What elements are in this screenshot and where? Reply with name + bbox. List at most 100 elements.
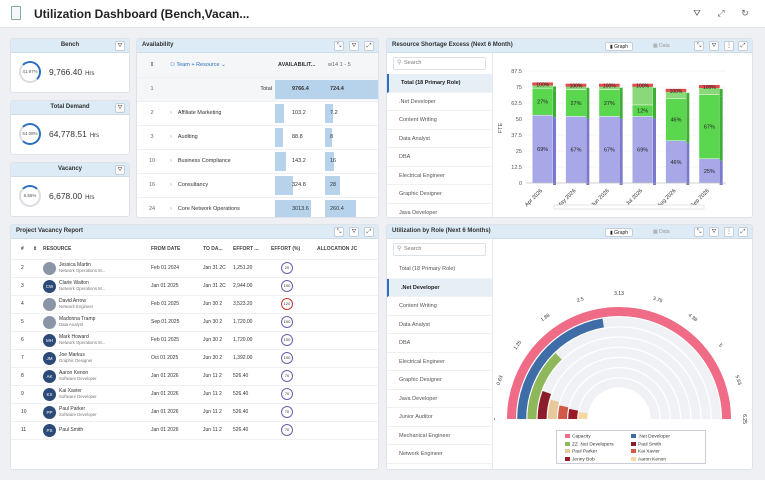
role-list-item[interactable]: Electrical Engineer [387, 353, 492, 371]
refresh-icon[interactable]: ↻ [741, 8, 749, 18]
table-row[interactable]: 7 JM Joe Markus Graphic Designer Oct 01 2025… [11, 349, 378, 368]
table-row[interactable]: 10 › Business Compliance 143.2 16 [137, 149, 378, 174]
legend-item[interactable]: ZZ .Net Developers [565, 441, 614, 447]
more-icon[interactable]: ⋮ [724, 227, 734, 237]
w14-bar [325, 175, 340, 195]
expand-row-icon[interactable]: › [170, 206, 172, 212]
expand-row-icon[interactable]: › [170, 134, 172, 140]
role-list-item[interactable]: Total (18 Primary Role) [387, 260, 492, 279]
role-list-item[interactable]: Graphic Designer [387, 185, 492, 204]
effort-ring: 100 [281, 280, 293, 292]
col-w14[interactable]: w14 1 - 5 [325, 53, 378, 78]
table-row[interactable]: 10 PP Paul Parker Software Developer Jan 01 … [11, 403, 378, 422]
fullscreen-icon[interactable]: ⤢ [364, 41, 374, 51]
legend-item[interactable]: .Net Developer [631, 434, 670, 439]
utilization-search-input[interactable]: Search [393, 243, 486, 256]
filter-icon[interactable]: ⛛ [709, 41, 719, 51]
role-list-item[interactable]: Mechanical Engineer [387, 427, 492, 445]
expand-icon[interactable]: ⤡ [694, 41, 704, 51]
role-list-item[interactable]: Data Analyst [387, 130, 492, 148]
table-row[interactable]: 4 David Arrow Network Engineer Feb 01 2025 J… [11, 295, 378, 314]
filter-icon[interactable]: ⛛ [349, 41, 359, 51]
role-list-item[interactable]: Content Writing [387, 111, 492, 130]
table-row[interactable]: 8 AK Aaron Kenon Software Developer Jan 01 2… [11, 367, 378, 386]
filter-icon[interactable]: ⛛ [349, 227, 359, 237]
table-row[interactable]: 11 PS Paul Smith Jan 01 2026 Jun 11 2 526.40 7… [11, 421, 378, 440]
role-list-item[interactable]: Java Developer [387, 204, 492, 218]
graph-toggle[interactable]: ▮ Graph [605, 228, 634, 237]
col-to-date[interactable]: TO DA... [201, 239, 231, 260]
filter-icon[interactable]: ⛛ [115, 165, 125, 175]
expand-row-icon[interactable]: › [170, 182, 172, 188]
graph-toggle[interactable]: ▮ Graph [605, 42, 634, 51]
col-allocation[interactable]: ALLOCATION JC [315, 239, 378, 260]
filter-icon[interactable]: ⛛ [709, 227, 719, 237]
legend-item[interactable]: Capacity [565, 434, 591, 439]
expand-icon[interactable]: ⤡ [334, 227, 344, 237]
legend-item[interactable]: Jenny Bob [565, 456, 595, 462]
more-icon[interactable]: ⋮ [724, 41, 734, 51]
kpi-demand-header: Total Demand ⛛ [11, 101, 129, 115]
col-effort-hrs[interactable]: EFFORT ... [231, 239, 269, 260]
to-date: Jun 11 2 [201, 385, 231, 404]
shortage-bar-chart: 0 12.5 25 37.5 50 62.5 75 87.5 FTE 69% 27% 100% Apr … [498, 69, 726, 209]
col-availability[interactable]: AVAILABILIT... [275, 53, 325, 78]
effort-hours: 1,720.00 [231, 331, 269, 350]
role-list-item[interactable]: Data Analyst [387, 316, 492, 334]
row-name-cell: › Core Network Operations [167, 197, 275, 217]
table-row[interactable]: 1 Total 9766.4 724.4 [137, 77, 378, 102]
table-row[interactable]: 3 CW Clarie Walton Network Operations M... J… [11, 277, 378, 296]
sort-icon[interactable]: ⇕ [31, 239, 41, 260]
col-from-date[interactable]: FROM DATE [149, 239, 201, 260]
shortage-search-input[interactable]: Search [393, 57, 486, 70]
legend-item[interactable]: Aaron Kenon [631, 456, 666, 462]
role-list-item[interactable]: Network Engineer [387, 445, 492, 464]
sort-icon[interactable]: ⇕ [137, 53, 167, 78]
resource-cell: JM Joe Markus Graphic Designer [41, 349, 149, 368]
role-list-item[interactable]: DBA [387, 148, 492, 167]
role-list-item[interactable]: Graphic Designer [387, 371, 492, 390]
data-toggle[interactable]: ▦ Data [653, 43, 670, 49]
bar-side [553, 117, 556, 185]
filter-icon[interactable]: ⛛ [115, 103, 125, 113]
role-list-item[interactable]: Content Writing [387, 297, 492, 316]
expand-icon[interactable]: ⤡ [694, 227, 704, 237]
table-row[interactable]: 3 › Auditing 88.8 8 [137, 125, 378, 150]
table-row[interactable]: 24 › Core Network Operations 3013.6 260.4 [137, 197, 378, 217]
legend-item[interactable]: Paul Smith [631, 441, 661, 447]
expand-row-icon[interactable]: › [170, 158, 172, 164]
table-row[interactable]: 2 Jessica Martin Network Operations M... Fe… [11, 259, 378, 278]
table-row[interactable]: 16 › Consultancy 324.8 28 [137, 173, 378, 198]
table-row[interactable]: 5 Madonna Tramp Data Analyst Sep 01 2025 Jun… [11, 313, 378, 332]
role-list-item[interactable]: .Net Developer [387, 93, 492, 111]
group-selector[interactable]: ⚇ Team + Resource ⌄ [167, 53, 275, 78]
allocation-cell [315, 331, 378, 350]
expand-icon[interactable]: ⤡ [334, 41, 344, 51]
expand-row-icon[interactable]: › [170, 110, 172, 116]
filter-icon[interactable]: ⛛ [693, 8, 701, 18]
table-row[interactable]: 9 KX Kai Xavier Software Developer Jan 01 20… [11, 385, 378, 404]
resource-name: Aaron Kenon [59, 370, 89, 376]
legend-item[interactable]: Paul Parker [565, 449, 597, 454]
fullscreen-icon[interactable]: ⤢ [717, 8, 725, 18]
legend-item[interactable]: Kai Xavier [631, 449, 660, 454]
table-row[interactable]: 2 › Affiliate Marketing 103.2 7.2 [137, 101, 378, 126]
resource-cell: AK Aaron Kenon Software Developer [41, 367, 149, 386]
col-num[interactable]: # [11, 239, 31, 260]
fullscreen-icon[interactable]: ⤢ [738, 227, 748, 237]
filter-icon[interactable]: ⛛ [115, 41, 125, 51]
fullscreen-icon[interactable]: ⤢ [738, 41, 748, 51]
role-list-item[interactable]: DBA [387, 334, 492, 353]
col-resource[interactable]: RESOURCE [41, 239, 149, 260]
fullscreen-icon[interactable]: ⤢ [364, 227, 374, 237]
table-row[interactable]: 6 MH Mark Howard Network Operations M... Feb… [11, 331, 378, 350]
role-list-item[interactable]: Java Developer [387, 390, 492, 408]
role-list-item[interactable]: Total (18 Primary Role) [387, 74, 492, 93]
data-toggle[interactable]: ▦ Data [653, 229, 670, 235]
col-effort-pct[interactable]: EFFORT (%) [269, 239, 315, 260]
role-list-item[interactable]: Electrical Engineer [387, 167, 492, 185]
resource-cell: David Arrow Network Engineer [41, 295, 149, 314]
role-list-item[interactable]: .Net Developer [387, 278, 492, 297]
role-list-item[interactable]: Junior Auditor [387, 408, 492, 427]
row-number: 4 [11, 295, 31, 314]
